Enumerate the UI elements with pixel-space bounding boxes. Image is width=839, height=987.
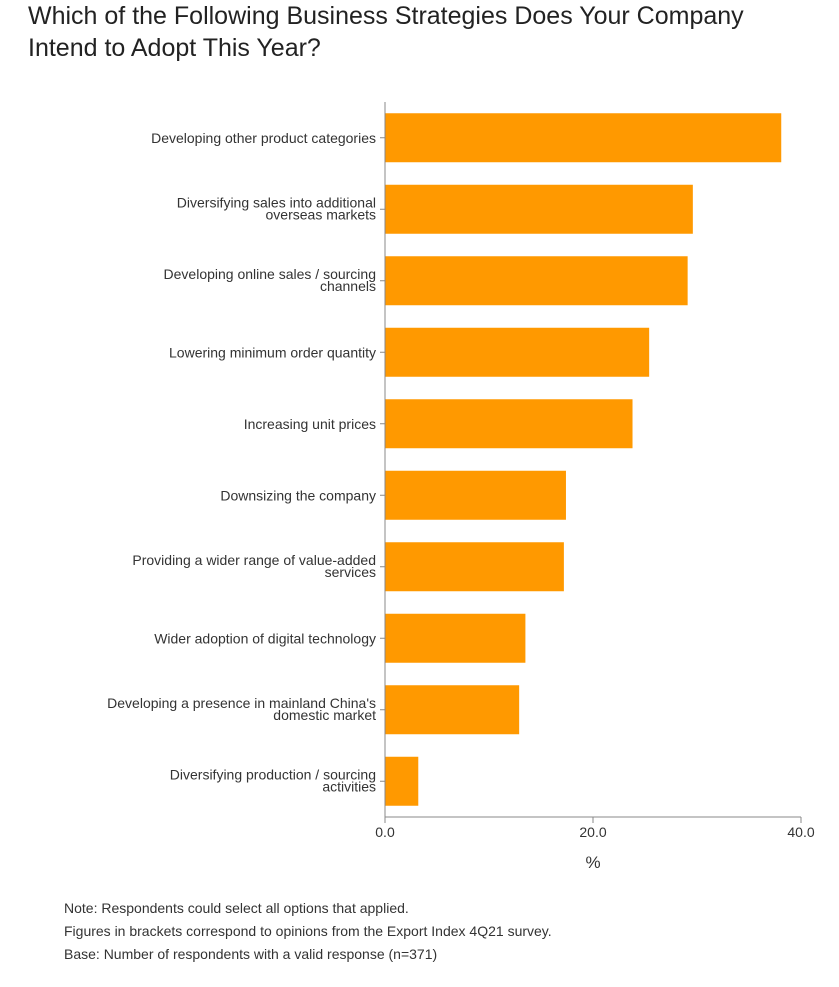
category-label: Increasing unit prices (244, 416, 376, 432)
note-line-2: Figures in brackets correspond to opinio… (64, 923, 552, 939)
bar-chart: Developing other product categories Diver… (107, 102, 815, 872)
category-label: Wider adoption of digital technology (154, 630, 376, 646)
chart-title: Which of the Following Business Strategi… (28, 0, 818, 64)
category-label: Diversifying production / sourcing activi… (170, 766, 376, 794)
category-label: Diversifying sales into additional overse… (177, 194, 376, 222)
category-label: Developing other product categories (151, 130, 376, 146)
category-label: Developing a presence in mainland China'… (107, 695, 376, 723)
bar (385, 613, 526, 663)
bar (385, 256, 688, 306)
bar (385, 685, 520, 735)
bar (385, 113, 782, 163)
bar (385, 756, 419, 806)
category-label: Lowering minimum order quantity (169, 344, 376, 360)
bar (385, 184, 693, 234)
chart-title-line-1: Which of the Following Business Strategi… (28, 2, 744, 30)
chart-title-line-2: Intend to Adopt This Year? (28, 34, 321, 62)
x-tick-label: 40.0 (787, 824, 814, 840)
chart-notes: Note: Respondents could select all optio… (64, 897, 552, 966)
category-label: Providing a wider range of value-added se… (132, 552, 376, 580)
category-label: Developing online sales / sourcing channe… (164, 266, 376, 294)
bar (385, 470, 566, 520)
x-tick-label: 0.0 (375, 824, 395, 840)
x-tick-label: 20.0 (579, 824, 606, 840)
note-line-3: Base: Number of respondents with a valid… (64, 946, 438, 962)
note-line-1: Note: Respondents could select all optio… (64, 900, 409, 916)
bar (385, 327, 650, 377)
category-label: Downsizing the company (220, 487, 376, 503)
bar (385, 542, 564, 592)
bar (385, 399, 633, 449)
x-axis-label: % (585, 853, 600, 872)
